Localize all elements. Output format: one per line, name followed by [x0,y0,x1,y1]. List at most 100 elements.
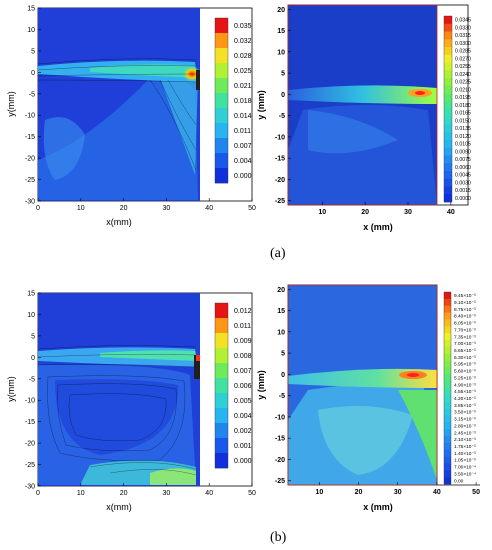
colorbar-frame [214,17,229,184]
subfigure-label-a: (a) [270,246,286,261]
x-tick-label: 40 [205,490,213,497]
colorbar-swatch [444,16,452,25]
y-tick-label: 0 [281,92,285,99]
colorbar-label: 7.35×10⁻³ [454,334,476,340]
field-layer [38,293,200,486]
y-tick-label: -20 [25,441,35,448]
colorbar-label: 9.45×10⁻³ [454,293,476,299]
y-axis-label: y (mm) [256,370,266,400]
colorbar-swatch [444,186,452,195]
colorbar-label: 0.0330 [455,25,471,31]
colorbar-swatch [215,348,228,364]
colorbar-swatch [444,171,452,180]
colorbar-swatch [215,378,228,394]
colorbar-swatch [444,292,451,300]
y-tick-label: -15 [275,156,285,163]
x-tick-label: 50 [248,205,256,212]
x-tick-label: 20 [120,205,128,212]
contour-lines [38,58,197,171]
y-tick-label: 10 [27,312,35,319]
colorbar-swatch [215,78,228,94]
field-hotspot-core [415,91,425,95]
colorbar-label: 0.000 [234,173,252,180]
colorbar-swatch [444,23,452,32]
y-tick-label: -20 [25,156,35,163]
field-region-jet [288,85,437,104]
y-tick-label: -15 [275,436,285,443]
colorbar-label: 0.011 [234,323,251,330]
colorbar-swatch [215,393,228,409]
colorbar-label: 4.55×10⁻³ [454,389,476,395]
contour-lines [38,345,197,476]
colorbar-swatch [444,132,452,141]
y-tick-label: -15 [25,134,35,141]
x-axis-label: x (mm) [363,502,393,512]
chart-simulation-a: 0 10 20 30 40 50 15 10 5 0 -5 -10 -15 -20 -25 -30 0.035… [0,0,260,232]
colorbar-label: 2.45×10⁻³ [454,430,476,436]
y-tick-label: -5 [29,376,35,383]
colorbar-swatch [444,140,452,149]
colorbar-label: 0.018 [234,98,252,105]
colorbar-swatch [444,456,451,464]
colorbar-frame [443,291,452,485]
colorbar-swatch [444,394,451,403]
colorbar-label: 0.011 [234,128,251,135]
colorbar-swatch [444,429,451,437]
y-tick-label: 15 [27,291,35,298]
colorbar-label: 0.0165 [455,111,471,117]
colorbar-swatch [444,305,451,313]
y-tick-label: -10 [25,113,35,120]
colorbar-swatch [444,449,451,457]
colorbar-swatch [444,54,452,63]
field-region-plume [160,78,198,175]
field-layer [288,285,437,485]
colorbar-swatch [444,401,451,409]
x-tick-label: 10 [77,205,85,212]
colorbar-label: 0.0150 [455,118,471,124]
x-axis-label: x (mm) [363,222,393,232]
colorbar-label: 8.40×10⁻³ [454,314,476,320]
colorbar-swatch [444,422,451,430]
colorbar-swatch [444,178,452,187]
colorbar-label: 0.0120 [455,134,471,140]
colorbar-label: 0.000 [234,458,252,465]
y-tick-label: 10 [277,329,285,336]
colorbar-swatch [444,109,452,118]
colorbar-frame [214,302,229,469]
colorbar-swatch [444,194,452,203]
colorbar-swatch [444,353,451,361]
x-axis-label: x(mm) [106,502,132,512]
colorbar-label: 0.0345 [455,18,471,24]
colorbar-label: 0.0105 [455,142,471,148]
field-hotspot [196,355,200,361]
colorbar-label: 0.0015 [455,188,471,194]
y-tick-label: -15 [25,419,35,426]
x-tick-label: 30 [163,490,171,497]
y-tick-label: -30 [25,199,35,206]
colorbar-swatch [444,116,452,125]
colorbar-label: 0.0075 [455,157,471,163]
colorbar-swatch [444,470,451,478]
colorbar-label: 0.035 [234,23,252,30]
x-tick-label: 10 [318,209,326,216]
colorbar-swatch [444,340,451,348]
field-wall [196,70,200,90]
colorbar-label: 0.005 [234,398,252,405]
y-tick-label: -5 [279,113,285,120]
colorbar-swatch [215,453,228,469]
y-tick-label: 0 [31,355,35,362]
colorbar-swatch [444,463,451,471]
field-wall [194,355,200,379]
y-axis-label: y(mm) [6,91,16,117]
chart-experiment-a: 10 20 30 40 20 15 10 5 0 -5 -10 -15 -20 -25 0.0345 0.0… [248,0,492,232]
colorbar-label: 6.30×10⁻³ [454,355,476,361]
colorbar-swatch [215,333,228,349]
field-region-jet-core [90,64,198,78]
colorbar-label: 0.001 [234,443,252,450]
colorbar-swatch [444,147,452,156]
colorbar-label: 0.0255 [455,64,471,70]
colorbar-swatch [444,477,451,485]
